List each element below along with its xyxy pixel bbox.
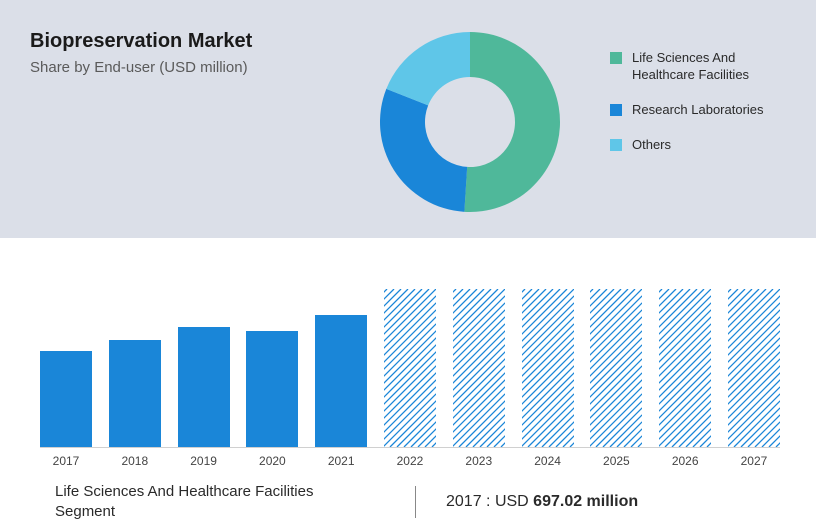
bar-column (659, 289, 711, 447)
legend-swatch (610, 139, 622, 151)
top-panel: Biopreservation Market Share by End-user… (0, 0, 816, 238)
bar-forecast (590, 289, 642, 447)
segment-line2: Segment (55, 503, 115, 520)
bar-column (453, 289, 505, 447)
bar-x-label: 2017 (40, 454, 92, 468)
bar-x-label: 2025 (590, 454, 642, 468)
page-subtitle: Share by End-user (USD million) (30, 59, 252, 76)
legend-item: Life Sciences And Healthcare Facilities (610, 50, 790, 84)
bar-x-label: 2024 (522, 454, 574, 468)
bar-x-label: 2027 (728, 454, 780, 468)
donut-slice (380, 89, 467, 212)
bar-column (40, 351, 92, 447)
bar-x-label: 2021 (315, 454, 367, 468)
legend-item: Research Laboratories (610, 102, 790, 119)
bar-solid (178, 327, 230, 447)
footer-row: Life Sciences And Healthcare Facilities … (55, 482, 775, 521)
legend-label: Life Sciences And Healthcare Facilities (632, 50, 790, 84)
bar-forecast (728, 289, 780, 447)
donut-legend: Life Sciences And Healthcare Facilities R… (610, 50, 790, 172)
bar-column (590, 289, 642, 447)
bar-column (178, 327, 230, 447)
legend-label: Others (632, 137, 671, 154)
bar-column (315, 315, 367, 447)
bar-forecast (522, 289, 574, 447)
bar-x-labels: 2017 2018 2019 2020 2021 2022 2023 2024 2025 2026… (40, 454, 780, 468)
legend-item: Others (610, 137, 790, 154)
bar-x-label: 2018 (109, 454, 161, 468)
bar-column (384, 289, 436, 447)
bar-forecast (384, 289, 436, 447)
bar-x-label: 2022 (384, 454, 436, 468)
bar-forecast (453, 289, 505, 447)
bar-column (246, 331, 298, 447)
bar-solid (246, 331, 298, 447)
bar-column (522, 289, 574, 447)
donut-slice (464, 32, 560, 212)
donut-chart (370, 22, 570, 222)
footer-value: 2017 : USD 697.02 million (446, 493, 638, 511)
footer-currency: USD (495, 493, 529, 510)
segment-line1: Life Sciences And Healthcare Facilities (55, 483, 313, 500)
bar-x-label: 2019 (178, 454, 230, 468)
bar-x-label: 2026 (659, 454, 711, 468)
page-title: Biopreservation Market (30, 30, 252, 53)
bar-x-label: 2020 (246, 454, 298, 468)
bar-column (109, 340, 161, 447)
bar-solid (109, 340, 161, 447)
bar-solid (40, 351, 92, 447)
bar-solid (315, 315, 367, 447)
bar-forecast (659, 289, 711, 447)
bottom-panel: 2017 2018 2019 2020 2021 2022 2023 2024 2025 2026… (0, 238, 816, 528)
legend-swatch (610, 104, 622, 116)
bar-chart (40, 258, 780, 448)
bar-column (728, 289, 780, 447)
bar-x-label: 2023 (453, 454, 505, 468)
legend-swatch (610, 52, 622, 64)
footer-divider (415, 486, 416, 518)
footer-year: 2017 (446, 493, 482, 510)
segment-name: Life Sciences And Healthcare Facilities … (55, 482, 385, 521)
title-block: Biopreservation Market Share by End-user… (30, 30, 252, 76)
legend-label: Research Laboratories (632, 102, 764, 119)
footer-amount: 697.02 million (533, 493, 638, 510)
